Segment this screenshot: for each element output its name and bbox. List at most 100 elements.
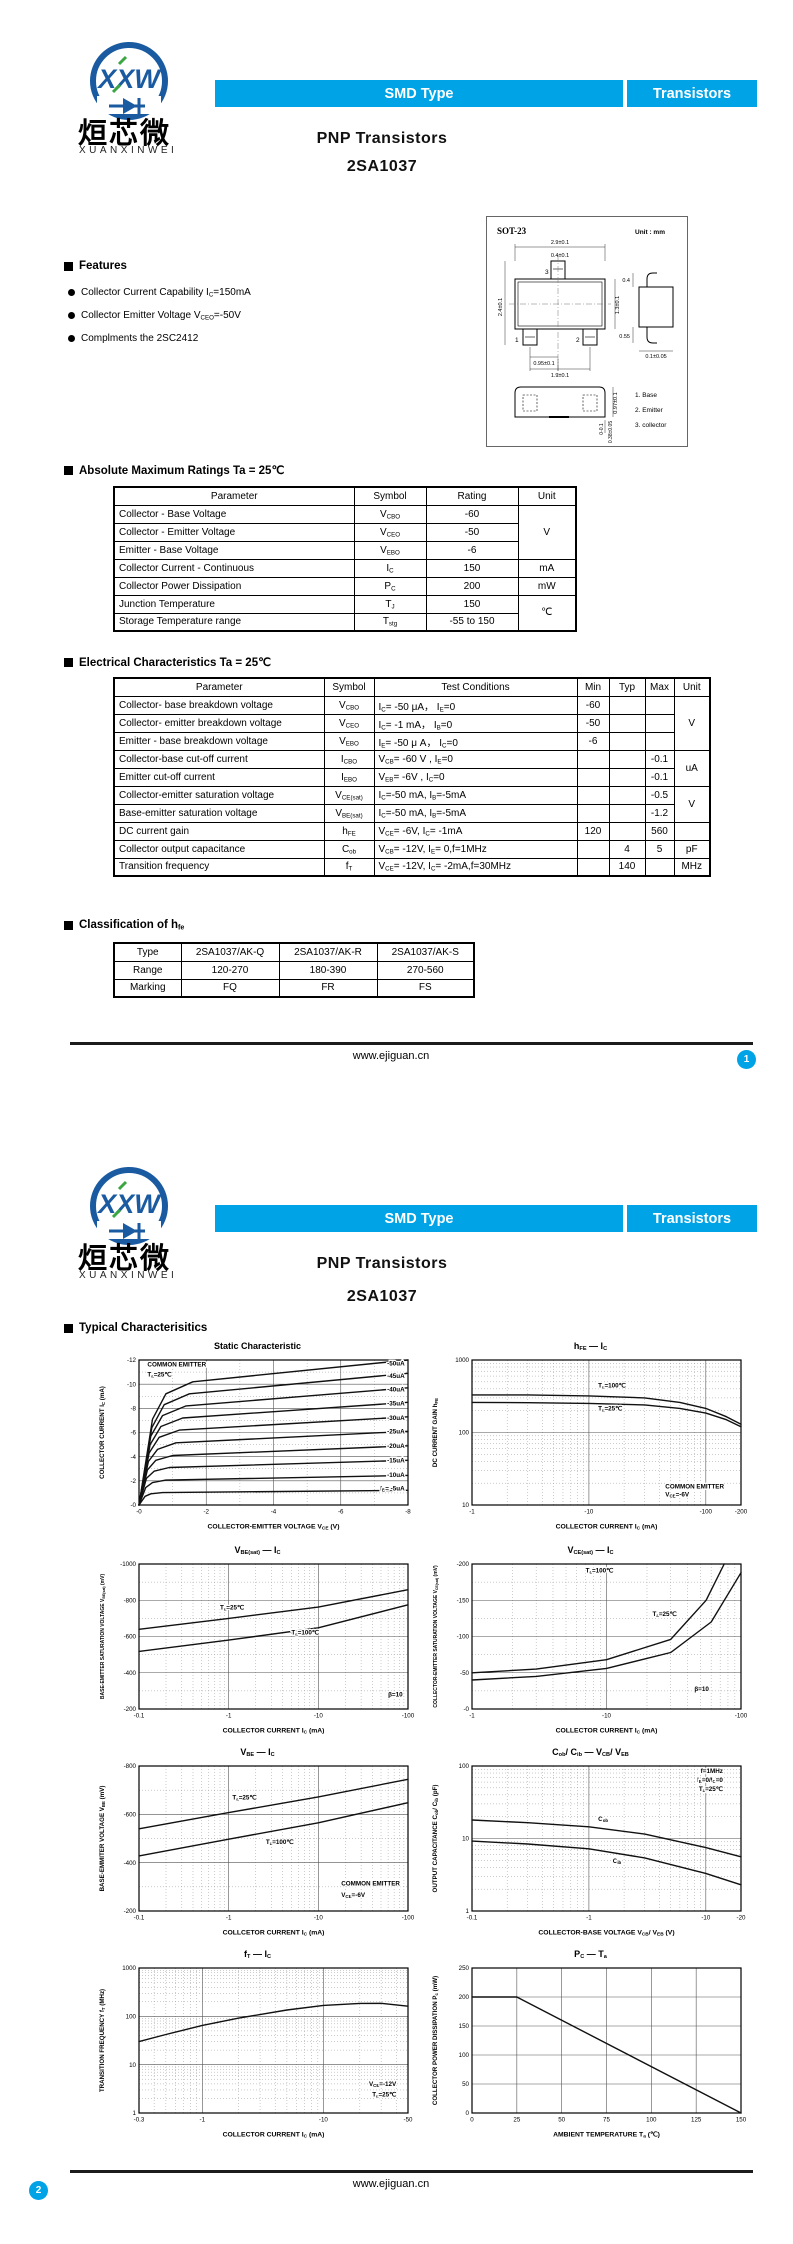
feature-item: Collector Emitter Voltage VCEO=-50V — [68, 310, 398, 321]
chart-hfe-vs-ic: hFE — IC -1 -10 -100 -200 10 100 1000 Ta=100℃ Ta… — [428, 1341, 753, 1532]
svg-text:-4: -4 — [130, 1454, 136, 1461]
svg-text:XXW: XXW — [96, 1189, 162, 1219]
svg-text:-150: -150 — [457, 1597, 470, 1604]
svg-text:1000: 1000 — [122, 1965, 136, 1972]
dim-standoff: 0-0.1 — [599, 423, 605, 435]
svg-text:-10: -10 — [314, 1915, 324, 1922]
pad-3-label: 3 — [545, 269, 549, 276]
svg-text:-0: -0 — [136, 1509, 142, 1516]
page-title: PNP Transistors — [316, 1255, 448, 1272]
chart-title: PC — Ta — [574, 1949, 607, 1961]
table-row: Collector-base cut-off current ICBO VCB=… — [113, 749, 711, 787]
svg-text:Ta=100℃: Ta=100℃ — [266, 1839, 294, 1846]
table-row: Base-emitter saturation voltage VBE(sat)… — [113, 803, 710, 823]
svg-text:-100: -100 — [402, 1915, 415, 1922]
svg-text:-10uA: -10uA — [387, 1472, 405, 1479]
svg-text:OUTPUT CAPACITANCE Cob/ Cib: OUTPUT CAPACITANCE Cob/ Cib (pF) — [432, 1785, 439, 1893]
svg-text:β=10: β=10 — [388, 1692, 403, 1699]
dim-lead-bottom: 0.55 — [619, 334, 630, 340]
table-row: Range 120-270 180-390 270-560 — [113, 960, 475, 980]
pad-1-label: 1 — [515, 337, 519, 344]
svg-text:Ta=25℃: Ta=25℃ — [372, 2091, 396, 2098]
bullet-icon — [68, 335, 75, 342]
chart-static-characteristic-plot: -0 -2 -4 -6 -8 -0 -2 -4 -6 -8 -10 -12 COMMON EMITTER… — [99, 1357, 411, 1531]
svg-text:COLLECTOR CURRENT IC (mA): COLLECTOR CURRENT IC (mA) — [223, 1728, 325, 1736]
dim-body-height: 2.4±0.1 — [498, 298, 504, 316]
svg-text:-800: -800 — [124, 1763, 137, 1770]
svg-text:COLLECTOR-BASE VOLTAGE VCB/: COLLECTOR-BASE VOLTAGE VCB/ VEB (V) — [538, 1930, 674, 1938]
svg-text:-2: -2 — [203, 1509, 209, 1516]
page-title: PNP Transistors — [316, 130, 448, 147]
svg-text:COLLECTOR CURRENT IC (mA): COLLECTOR CURRENT IC (mA) — [556, 1524, 658, 1532]
svg-text:-15uA: -15uA — [387, 1458, 405, 1465]
chart-title: Cob/ Cib — VCB/ VEB — [552, 1747, 629, 1759]
features-list: Collector Current Capability IC=150mA Co… — [68, 287, 398, 356]
dim-height: 0.97±0.1 — [613, 392, 619, 413]
svg-text:-400: -400 — [124, 1670, 137, 1677]
svg-text:COLLECTOR CURRENT IC (mA): COLLECTOR CURRENT IC (mA) — [556, 1728, 658, 1736]
logo-english-text: XUANXINWEI — [79, 1270, 178, 1281]
svg-text:-100: -100 — [700, 1509, 713, 1516]
svg-text:150: 150 — [736, 2117, 747, 2124]
svg-text:1: 1 — [466, 1908, 470, 1915]
table-row: Emitter - base breakdown voltage VEBO IE… — [113, 731, 710, 751]
section-square-icon — [64, 261, 73, 271]
svg-text:-50: -50 — [404, 2117, 414, 2124]
page-number-badge: 2 — [29, 2181, 48, 2200]
footer-rule — [70, 1042, 753, 1045]
svg-text:Ta=25℃: Ta=25℃ — [220, 1605, 244, 1612]
svg-text:-50uA: -50uA — [387, 1360, 405, 1367]
section-square-icon — [64, 657, 73, 667]
header-banner: SMD Type Transistors — [215, 1205, 757, 1232]
ec-heading: Electrical Characteristics Ta = 25℃ — [64, 655, 271, 669]
svg-text:-10: -10 — [127, 1381, 137, 1388]
dim-lead-thickness: 0.1±0.05 — [645, 354, 666, 360]
svg-text:-20: -20 — [737, 1915, 747, 1922]
svg-text:Ta=25℃: Ta=25℃ — [653, 1611, 677, 1618]
svg-text:-10: -10 — [584, 1509, 594, 1516]
table-row: Collector Power Dissipation PC 200 mW — [113, 576, 577, 596]
svg-text:200: 200 — [459, 1994, 470, 2001]
svg-text:-100: -100 — [735, 1713, 748, 1720]
svg-text:COMMON EMITTER: COMMON EMITTER — [665, 1483, 724, 1490]
svg-text:-25uA: -25uA — [387, 1429, 405, 1436]
svg-text:-200: -200 — [124, 1908, 137, 1915]
table-row: Emitter - Base Voltage VEBO -6 — [113, 540, 576, 560]
svg-text:1000: 1000 — [455, 1357, 469, 1364]
table-row: Type 2SA1037/AK-Q 2SA1037/AK-R 2SA1037/A… — [113, 942, 475, 962]
svg-text:-100: -100 — [457, 1634, 470, 1641]
chart-capacitance-vs-voltage-plot: -0.1 -1 -10 -20 1 10 100 Cob Cib f=1MHz IE=0/IC=0 T… — [432, 1763, 747, 1938]
section-square-icon — [64, 465, 73, 475]
svg-text:50: 50 — [462, 2081, 469, 2088]
table-header-row: Parameter Symbol Rating Unit — [113, 486, 577, 506]
banner-smd-type: SMD Type — [215, 80, 623, 107]
svg-text:DC CURRENT GAIN hFE: DC CURRENT GAIN hFE — [432, 1398, 439, 1467]
header-banner: SMD Type Transistors — [215, 80, 757, 107]
svg-text:-100: -100 — [402, 1713, 415, 1720]
svg-text:COLLECTOR CURRENT IC (mA): COLLECTOR CURRENT IC (mA) — [223, 2132, 325, 2140]
svg-text:10: 10 — [462, 1502, 469, 1509]
bullet-icon — [68, 289, 75, 296]
svg-text:VCE=-6V: VCE=-6V — [665, 1492, 690, 1499]
svg-text:75: 75 — [603, 2117, 610, 2124]
svg-text:BASE-EMITTER SATURATION VOLTAG: BASE-EMITTER SATURATION VOLTAGE VBE(sat)… — [100, 1574, 106, 1700]
chart-title: VCE(sat) — IC — [567, 1545, 614, 1557]
feature-item: Complments the 2SC2412 — [68, 333, 398, 344]
chart-static-characteristic: Static Characteristic -0 -2 -4 -6 -8 -0 -2 -4 -6… — [95, 1341, 420, 1532]
svg-text:f=1MHz: f=1MHz — [701, 1768, 723, 1775]
svg-text:VCE=-12V: VCE=-12V — [369, 2081, 397, 2088]
hfe-class-heading: Classification of hfe — [64, 919, 184, 931]
svg-text:-12: -12 — [127, 1357, 137, 1364]
svg-text:-50: -50 — [460, 1670, 470, 1677]
svg-text:100: 100 — [459, 2052, 470, 2059]
svg-text:COLLECTOR-EMITTER SATURATION V: COLLECTOR-EMITTER SATURATION VOLTAGE VCE… — [433, 1565, 439, 1708]
table-row: Collector- base breakdown voltage VCBO I… — [113, 695, 711, 751]
svg-text:-200: -200 — [457, 1561, 470, 1568]
svg-text:-0.1: -0.1 — [467, 1915, 478, 1922]
chart-title: Static Characteristic — [213, 1341, 302, 1351]
banner-divider — [623, 80, 627, 107]
ec-table: Parameter Symbol Test Conditions Min Typ… — [113, 677, 711, 877]
table-row: Collector output capacitance Cob VCB= -1… — [113, 839, 711, 859]
svg-text:XXW: XXW — [96, 64, 162, 94]
part-number: 2SA1037 — [346, 158, 418, 175]
